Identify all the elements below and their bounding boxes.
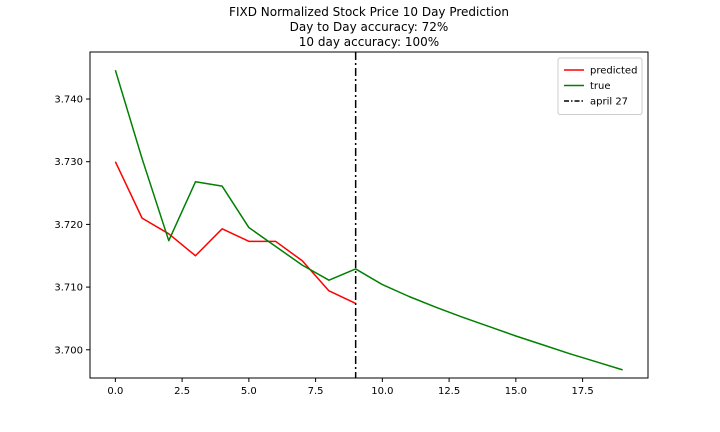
plot-frame xyxy=(89,51,649,379)
x-tick-label: 15.0 xyxy=(505,386,527,397)
plot-area xyxy=(90,52,648,378)
y-tick-label: 3.710 xyxy=(54,283,83,294)
y-tick-label: 3.720 xyxy=(54,220,83,231)
chart-title: FIXD Normalized Stock Price 10 Day Predi… xyxy=(229,5,509,19)
x-tick-label: 2.5 xyxy=(174,386,190,397)
chart-axes: 0.0 2.5 5.0 7.5 10.0 12.5 15.0 17.5 3.700 3.710 3.… xyxy=(54,95,593,397)
x-tick-label: 12.5 xyxy=(438,386,460,397)
x-tick-label: 5.0 xyxy=(241,386,257,397)
legend-label-april-27: april 27 xyxy=(590,97,628,108)
legend-label-predicted: predicted xyxy=(590,66,637,77)
y-tick-label: 3.700 xyxy=(54,345,83,356)
series-line-true xyxy=(114,69,623,371)
series-line-predicted xyxy=(114,161,356,305)
x-tick-label: 0.0 xyxy=(107,386,123,397)
x-tick-label: 7.5 xyxy=(308,386,324,397)
chart-marks xyxy=(114,52,623,378)
x-tick-label: 10.0 xyxy=(371,386,393,397)
legend: predicted true april 27 xyxy=(557,57,643,115)
chart-subtitle-line-1: Day to Day accuracy: 72% xyxy=(290,20,449,34)
x-tick-label: 17.5 xyxy=(571,386,593,397)
y-tick-label: 3.740 xyxy=(54,95,83,106)
y-tick-label: 3.730 xyxy=(54,157,83,168)
legend-label-true: true xyxy=(590,81,611,92)
chart-subtitle-line-2: 10 day accuracy: 100% xyxy=(299,35,439,49)
